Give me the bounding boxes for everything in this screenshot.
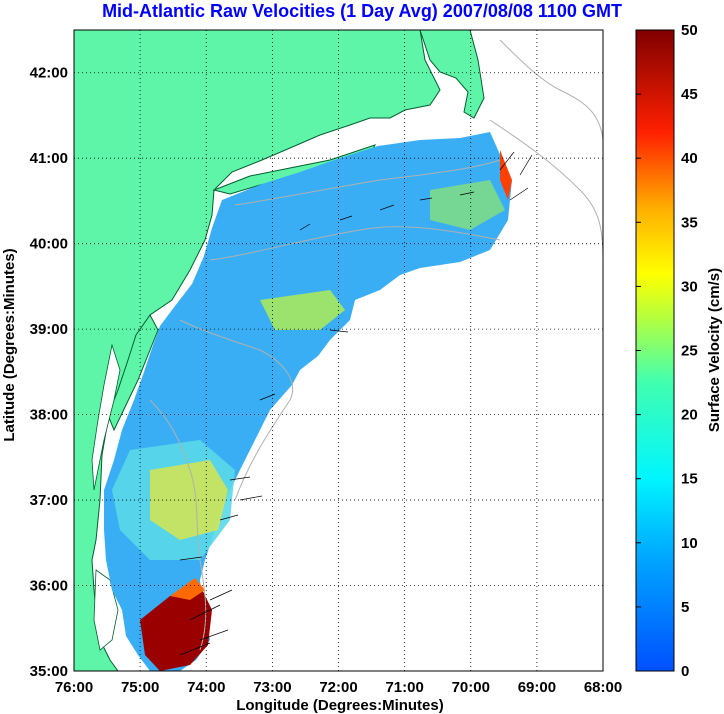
y-tick-label: 42:00: [30, 65, 68, 82]
colorbar: [635, 29, 675, 672]
land-delmarva: [107, 314, 159, 432]
colorbar-tick-label: 40: [681, 150, 698, 167]
chesapeake-bay: [91, 343, 121, 491]
colorbar-tick-label: 10: [681, 535, 698, 552]
land-cape-cod: [419, 30, 485, 119]
colorbar-tick-label: 0: [681, 663, 689, 680]
velocity-patch-orange: [170, 578, 205, 600]
x-tick-label: 69:00: [518, 679, 556, 696]
chart-title: Mid-Atlantic Raw Velocities (1 Day Avg) …: [102, 1, 622, 21]
colorbar-tick-label: 15: [681, 471, 698, 488]
x-tick-label: 75:00: [121, 679, 159, 696]
x-tick-labels: 76:00 75:00 74:00 73:00 72:00 71:00 70:00 69:00…: [55, 679, 622, 696]
colorbar-tick-label: 5: [681, 599, 689, 616]
y-axis-label: Latitude (Degrees:Minutes): [1, 248, 18, 441]
y-tick-label: 39:00: [30, 321, 68, 338]
y-tick-label: 35:00: [30, 663, 68, 680]
x-tick-label: 71:00: [385, 679, 423, 696]
colorbar-tick-label: 30: [681, 278, 698, 295]
colorbar-label: Surface Velocity (cm/s): [706, 268, 723, 432]
colorbar-tick-label: 45: [681, 86, 698, 103]
velocity-patch-ne: [430, 180, 505, 230]
y-tick-labels: 35:00 36:00 37:00 38:00 39:00 40:00 41:00 42:00: [30, 65, 68, 680]
x-tick-label: 73:00: [253, 679, 291, 696]
colorbar-tick-label: 50: [681, 22, 698, 39]
y-tick-label: 36:00: [30, 578, 68, 595]
plot-frame: [73, 29, 604, 672]
y-tick-label: 40:00: [30, 236, 68, 253]
bathymetry-contours: [149, 39, 603, 651]
x-axis-label: Longitude (Degrees:Minutes): [236, 697, 444, 714]
vector-arrows: [179, 151, 533, 656]
x-tick-label: 70:00: [452, 679, 490, 696]
velocity-patch-edge-ne: [500, 150, 512, 200]
y-tick-label: 37:00: [30, 492, 68, 509]
x-tick-label: 74:00: [187, 679, 225, 696]
y-tick-label: 41:00: [30, 150, 68, 167]
colorbar-tick-label: 20: [681, 407, 698, 424]
colorbar-tick-label: 35: [681, 214, 698, 231]
colorbar-tick-labels: 0 5 10 15 20 25 30 35 40 45 50: [636, 22, 698, 680]
y-tick-label: 38:00: [30, 407, 68, 424]
x-tick-label: 72:00: [319, 679, 357, 696]
x-tick-label: 76:00: [55, 679, 93, 696]
velocity-patch-north: [260, 290, 345, 330]
x-tick-label: 68:00: [584, 679, 622, 696]
colorbar-tick-label: 25: [681, 343, 698, 360]
velocity-patch-yellow: [150, 460, 228, 540]
grid-lines: [74, 30, 603, 671]
